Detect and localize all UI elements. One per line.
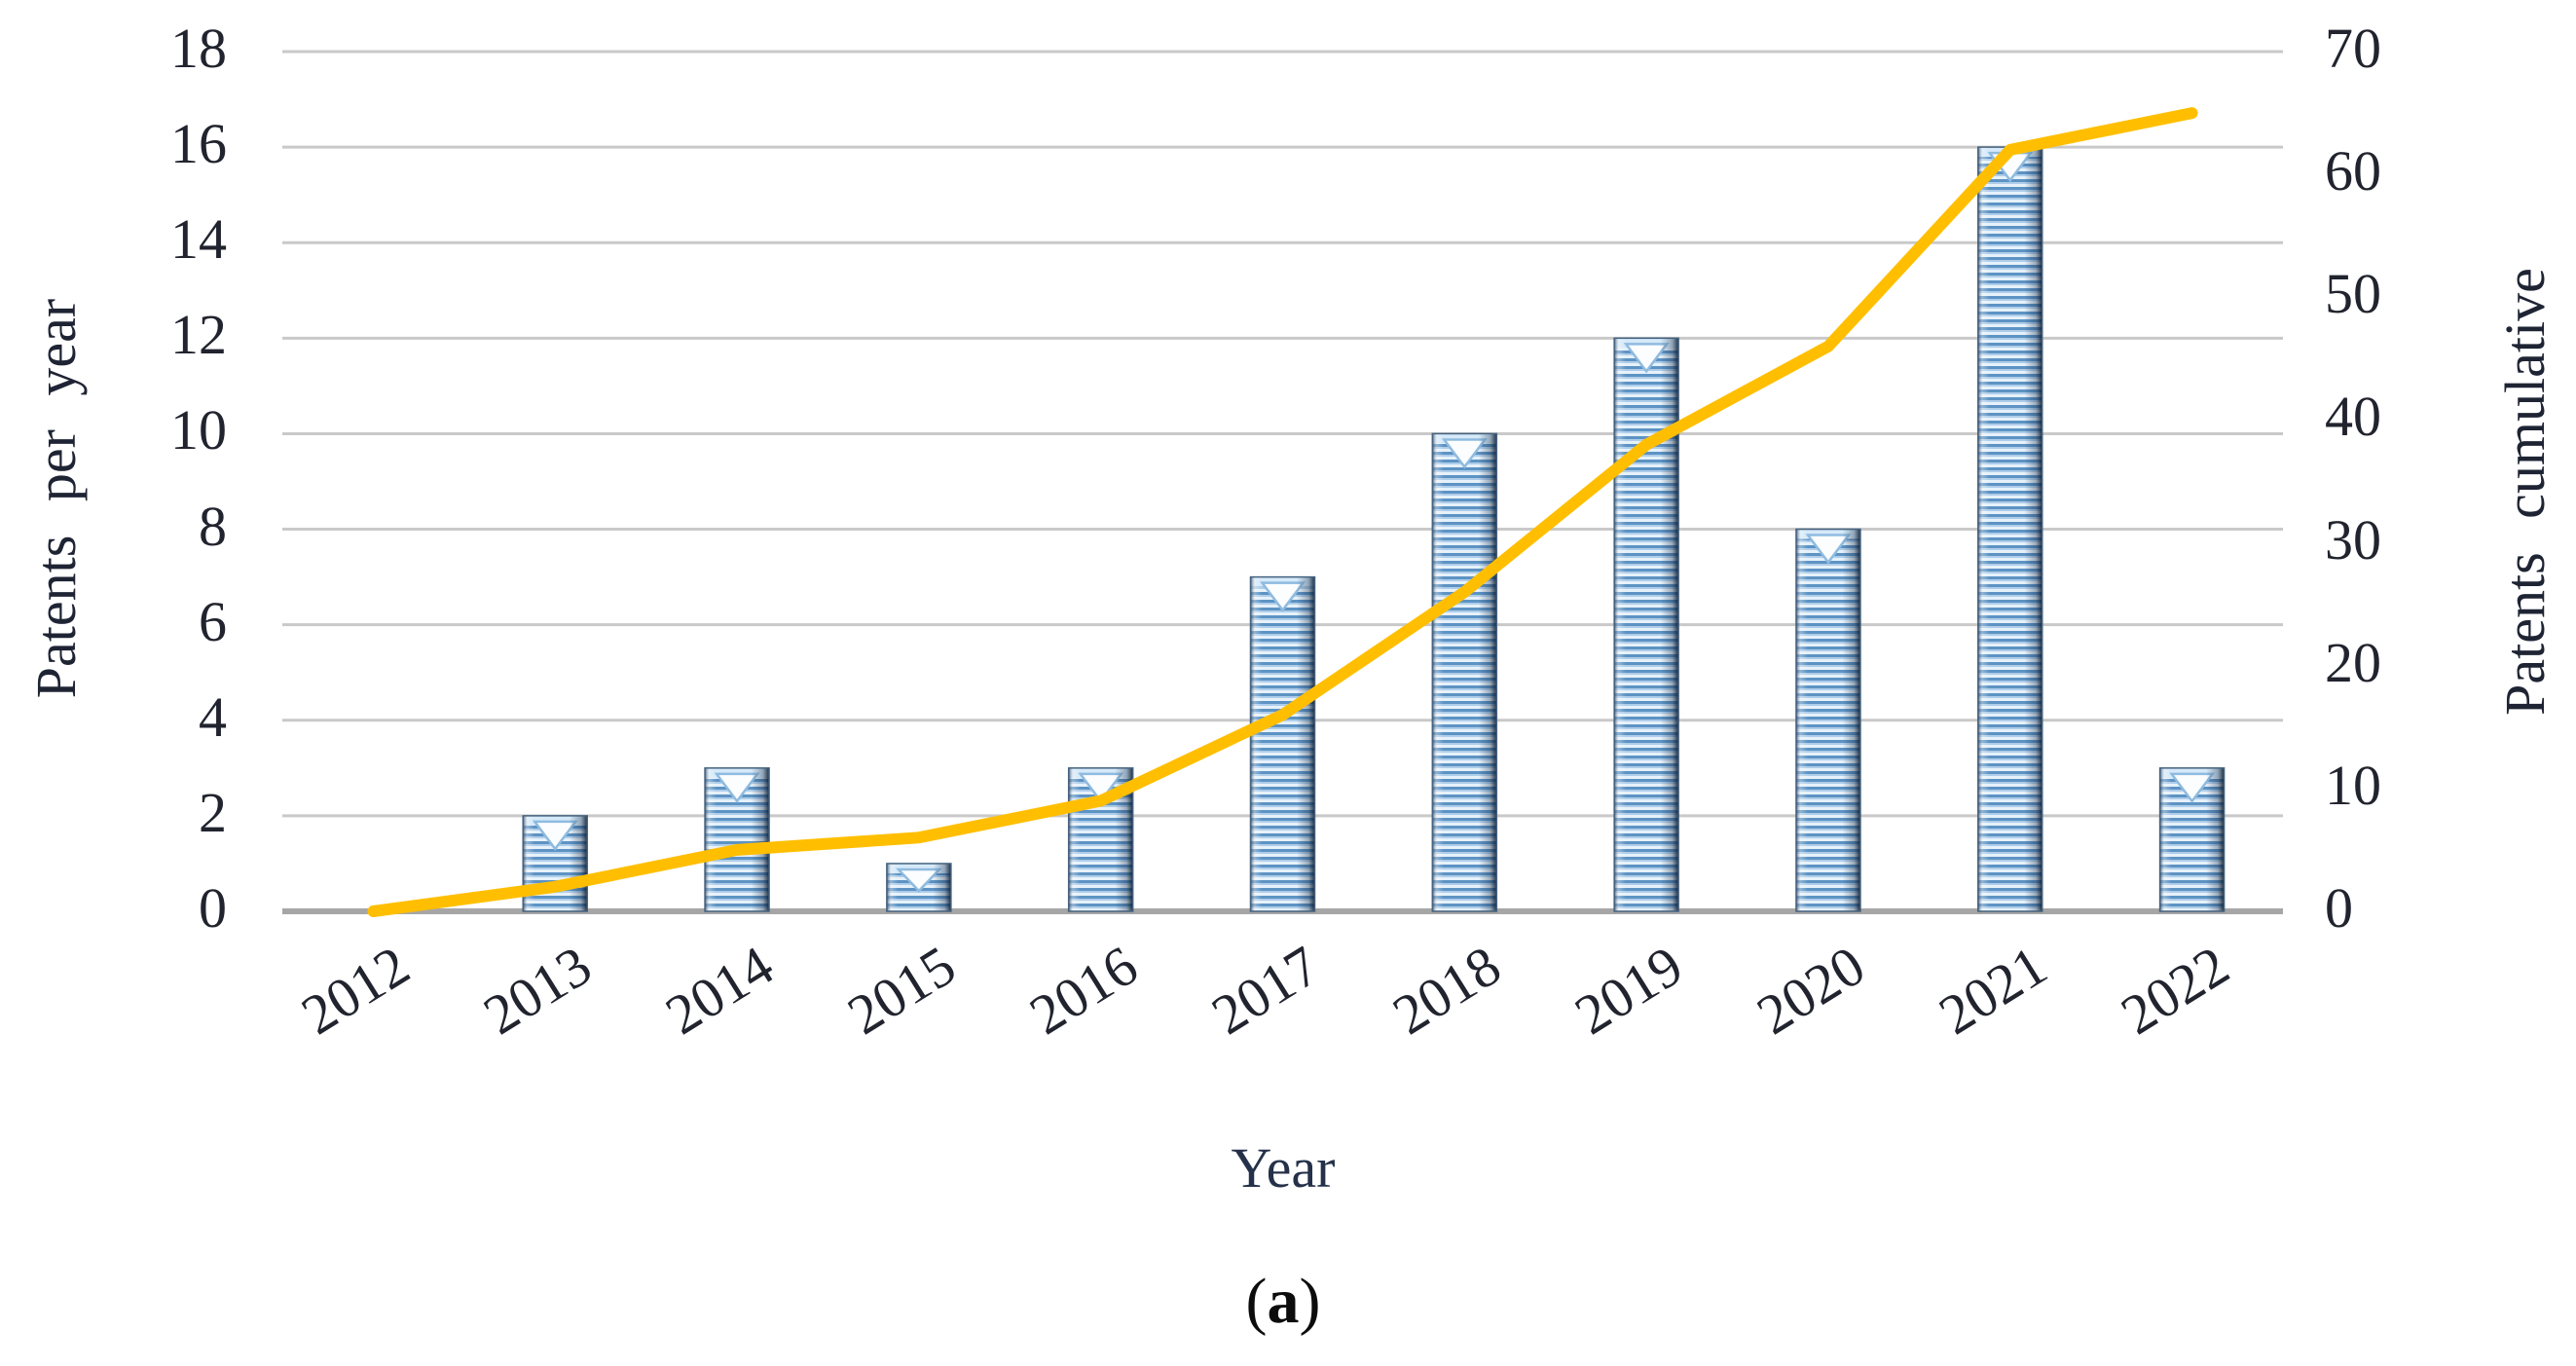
left-axis-tick-label-2: 2 bbox=[199, 780, 227, 844]
right-axis-tick-label-0: 0 bbox=[2325, 876, 2353, 940]
left-axis-tick-label-0: 0 bbox=[199, 876, 227, 940]
right-axis-tick-label-50: 50 bbox=[2325, 262, 2381, 326]
bar-2017 bbox=[1249, 575, 1316, 912]
right-axis-tick-label-30: 30 bbox=[2325, 507, 2381, 572]
bar-2021 bbox=[1977, 146, 2043, 912]
right-axis-tick-label-10: 10 bbox=[2325, 753, 2381, 817]
y-axis-title-right: Patents cumulative bbox=[2493, 268, 2557, 716]
right-axis-tick-label-40: 40 bbox=[2325, 385, 2381, 449]
bar-2019 bbox=[1613, 337, 1679, 912]
left-axis-tick-label-6: 6 bbox=[199, 589, 227, 653]
right-axis-tick-label-20: 20 bbox=[2325, 630, 2381, 694]
cumulative-line bbox=[367, 107, 2198, 917]
left-axis-tick-label-14: 14 bbox=[170, 207, 227, 272]
left-axis-tick-label-12: 12 bbox=[170, 303, 227, 367]
bar-2014 bbox=[704, 767, 770, 912]
bar-2018 bbox=[1431, 432, 1498, 912]
y-axis-title-left: Patents per year bbox=[24, 298, 88, 699]
bar-2022 bbox=[2158, 767, 2226, 912]
panel-label-close: ) bbox=[1299, 1266, 1321, 1337]
right-axis-tick-label-70: 70 bbox=[2325, 17, 2381, 80]
left-axis-tick-label-18: 18 bbox=[170, 17, 227, 80]
panel-label-letter: a bbox=[1267, 1266, 1300, 1337]
panel-label: (a) bbox=[1246, 1270, 1321, 1334]
panel-label-open: ( bbox=[1245, 1266, 1268, 1337]
bar-2020 bbox=[1795, 528, 1861, 912]
left-axis-tick-label-8: 8 bbox=[199, 494, 227, 558]
bar-2015 bbox=[886, 863, 952, 912]
left-axis-tick-label-16: 16 bbox=[170, 112, 227, 176]
right-axis-tick-label-60: 60 bbox=[2325, 139, 2381, 203]
bar-2013 bbox=[522, 815, 588, 912]
left-axis-tick-label-4: 4 bbox=[199, 684, 227, 749]
left-axis-tick-label-10: 10 bbox=[170, 398, 227, 462]
x-axis-title: Year bbox=[1231, 1136, 1336, 1200]
